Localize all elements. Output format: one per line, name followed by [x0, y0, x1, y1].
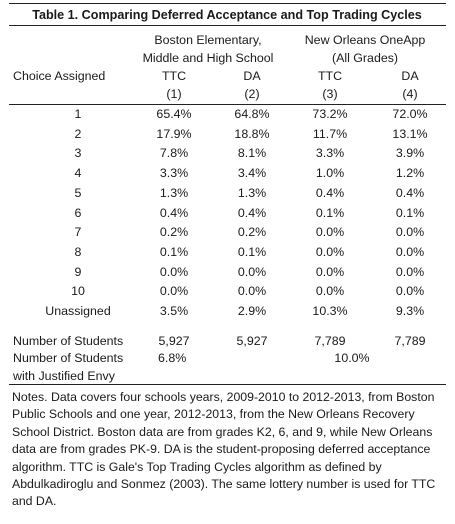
table-cell: 0.0% — [395, 284, 425, 299]
table-cell: 1.0% — [315, 166, 345, 181]
table-cell: 0.0% — [237, 264, 267, 279]
table-cell: 1.2% — [395, 166, 425, 181]
row-label: 1 — [74, 107, 82, 121]
row-label: 7 — [74, 225, 82, 240]
table-cell: 3.3% — [159, 166, 189, 181]
justified-envy-boston: 6.8% — [158, 351, 187, 365]
table-cell: 0.0% — [315, 264, 345, 279]
table-cell: 0.2% — [159, 225, 189, 240]
table-cell: 11.7% — [312, 126, 348, 141]
table-cell: 0.0% — [395, 225, 425, 240]
table-cell: 0.0% — [395, 264, 425, 279]
row-label: 2 — [74, 126, 82, 141]
table-cell: 0.0% — [315, 284, 345, 299]
table-cell: 0.0% — [315, 225, 345, 240]
table-cell: 3.5% — [159, 304, 189, 318]
column-header-name: TTC — [317, 69, 343, 83]
column-header-number: (3) — [322, 87, 338, 101]
header-rule — [9, 104, 446, 105]
table-cell: 0.2% — [237, 225, 267, 240]
row-label: 10 — [71, 284, 85, 299]
table-cell: 0.0% — [237, 284, 267, 299]
column-header-name: DA — [243, 69, 261, 83]
table-cell: 0.0% — [395, 244, 425, 259]
row-label: 5 — [74, 185, 82, 200]
table-cell: 10.3% — [312, 304, 348, 318]
table-cell: 0.1% — [159, 244, 189, 259]
table-cell: 64.8% — [234, 107, 270, 121]
table-cell: 0.1% — [237, 244, 267, 259]
table-cell: 9.3% — [395, 304, 425, 318]
table-cell: 8.1% — [237, 146, 267, 161]
body-rule — [9, 384, 446, 385]
table-cell: 1.3% — [159, 185, 189, 200]
group-header-neworleans-line2: (All Grades) — [331, 51, 399, 65]
row-label: 3 — [74, 146, 82, 161]
table-cell: 73.2% — [312, 107, 348, 121]
group-header-neworleans-line1: New Orleans OneApp — [304, 33, 426, 47]
row-label: 6 — [74, 205, 82, 220]
row-header-label: Choice Assigned — [13, 69, 106, 83]
num-students-label: Number of Students — [13, 334, 124, 348]
table-cell: 0.1% — [315, 205, 345, 220]
table-cell: 18.8% — [234, 126, 270, 141]
column-header-name: TTC — [161, 69, 187, 83]
justified-envy-label-line2: with Justified Envy — [13, 369, 115, 383]
justified-envy-neworleans: 10.0% — [334, 351, 370, 365]
row-label: Unassigned — [45, 304, 111, 318]
table-cell: 3.9% — [395, 146, 425, 161]
num-students-cell: 7,789 — [394, 334, 426, 348]
table-cell: 13.1% — [392, 126, 428, 141]
row-label: 4 — [74, 166, 82, 181]
table-cell: 7.8% — [159, 146, 189, 161]
table-notes: Notes. Data covers four schools years, 2… — [12, 390, 436, 509]
table-cell: 0.4% — [159, 205, 189, 220]
table-cell: 0.4% — [395, 185, 425, 200]
table-cell: 0.0% — [159, 284, 189, 299]
table-cell: 2.9% — [237, 304, 267, 318]
table-cell: 1.3% — [237, 185, 267, 200]
top-rule — [9, 3, 446, 4]
table-cell: 72.0% — [392, 107, 428, 121]
table-cell: 3.3% — [315, 146, 345, 161]
table-cell: 0.4% — [315, 185, 345, 200]
justified-envy-label-line1: Number of Students — [13, 351, 124, 365]
group-header-boston-line2: Middle and High School — [142, 51, 274, 65]
num-students-cell: 5,927 — [236, 334, 268, 348]
num-students-cell: 5,927 — [158, 334, 190, 348]
table-cell: 0.4% — [237, 205, 267, 220]
column-header-name: DA — [401, 69, 419, 83]
title-rule — [9, 25, 446, 26]
num-students-cell: 7,789 — [314, 334, 346, 348]
column-header-number: (1) — [166, 87, 182, 101]
table-title: Table 1. Comparing Deferred Acceptance a… — [32, 8, 422, 22]
table-cell: 0.1% — [395, 205, 425, 220]
row-label: 9 — [74, 264, 82, 279]
table-cell: 17.9% — [156, 126, 192, 141]
column-header-number: (4) — [402, 87, 418, 101]
table-cell: 0.0% — [315, 244, 345, 259]
group-header-boston-line1: Boston Elementary, — [154, 33, 262, 47]
table-cell: 0.0% — [159, 264, 189, 279]
table-cell: 3.4% — [237, 166, 267, 181]
row-label: 8 — [74, 244, 82, 259]
column-header-number: (2) — [244, 87, 260, 101]
table-cell: 65.4% — [156, 107, 192, 121]
